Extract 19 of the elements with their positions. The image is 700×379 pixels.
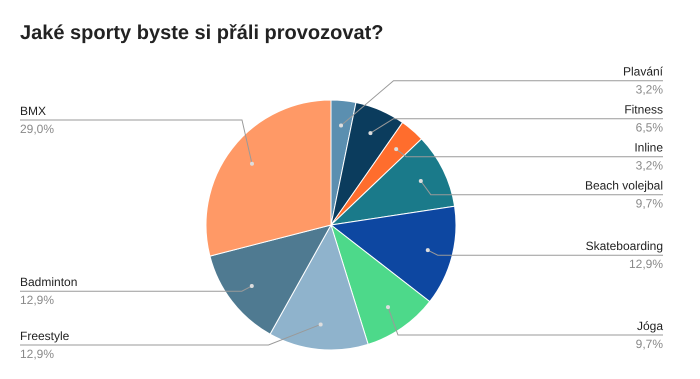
data-label: 29,0% xyxy=(20,122,54,136)
data-label: 6,5% xyxy=(636,120,664,135)
data-label: 12,9% xyxy=(628,257,664,272)
slice-label: Inline xyxy=(634,140,664,155)
slice-label: Badminton xyxy=(20,275,78,290)
slice-label: Freestyle xyxy=(20,329,70,343)
slice-label: Plavání xyxy=(622,64,664,79)
slice-label: Fitness xyxy=(624,102,663,117)
slice-label: BMX xyxy=(20,104,46,118)
data-label: 9,7% xyxy=(636,337,664,352)
slice-label: Skateboarding xyxy=(586,239,663,254)
data-label: 12,9% xyxy=(20,293,54,308)
data-label: 9,7% xyxy=(636,196,664,211)
slice-label: Beach volejbal xyxy=(584,178,663,193)
data-label: 3,2% xyxy=(636,82,664,97)
data-label: 3,2% xyxy=(636,158,664,173)
chart-title: Jaké sporty byste si přáli provozovat? xyxy=(19,21,384,46)
data-label: 12,9% xyxy=(20,347,54,361)
slice-label: Jóga xyxy=(636,319,664,334)
